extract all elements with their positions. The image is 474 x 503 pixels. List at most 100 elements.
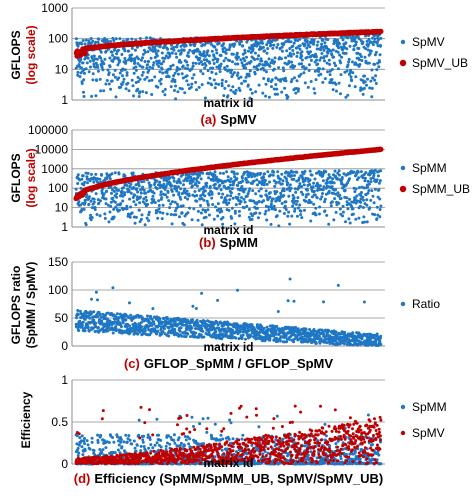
point-spmm (354, 217, 358, 221)
point-spmv (231, 73, 235, 77)
point-spmv (287, 59, 291, 63)
point-spmv (319, 56, 323, 60)
point-spmm (191, 184, 194, 188)
point-spmv (369, 79, 373, 83)
point-spmm (313, 193, 317, 197)
point-spmv (172, 74, 176, 78)
point-spmm (243, 187, 247, 191)
point-spmv (144, 91, 148, 95)
point-spmv (80, 42, 84, 46)
point-spmv (89, 65, 92, 69)
point-spmm (139, 217, 143, 221)
point-ratio (83, 329, 87, 333)
point-spmm (237, 192, 241, 196)
point-spmv (293, 39, 297, 42)
point-spmv (164, 54, 168, 58)
point-spmv (318, 58, 322, 62)
point-spmv (203, 66, 207, 70)
point-spmm (334, 188, 338, 192)
point-spmm (296, 206, 300, 210)
point-spmv (266, 77, 270, 81)
point-spmm (265, 218, 269, 222)
point-spmm (188, 172, 191, 176)
point-spmv (309, 50, 312, 54)
point-spmv (289, 54, 293, 58)
point-spmm (210, 196, 214, 200)
point-spmm (365, 203, 369, 207)
point-spmm (280, 182, 284, 186)
point-spmv (316, 62, 320, 66)
point-spmv (336, 38, 339, 42)
point-spmv (292, 52, 296, 56)
point-spmv (145, 66, 149, 70)
point-spmm (372, 171, 376, 175)
point-ratio (83, 317, 87, 321)
point-spmm (187, 194, 191, 198)
point-spmv (283, 76, 287, 80)
point-spmm (338, 207, 342, 211)
point-spmm (125, 184, 129, 187)
point-spmv (318, 67, 322, 71)
point-spmv (168, 54, 172, 58)
point-spmv (230, 68, 233, 72)
point-spmv (262, 68, 266, 72)
point-spmv (323, 59, 326, 63)
point-spmv (121, 74, 124, 78)
point-spmm (159, 190, 163, 194)
point-spmm (76, 173, 80, 177)
point-spmv (242, 63, 246, 67)
point-spmv (258, 62, 262, 66)
point-spmv (315, 58, 319, 62)
point-spmm (344, 220, 347, 224)
point-spmm (279, 177, 282, 181)
y-tick-label: 100000 (28, 123, 68, 137)
point-spmm (178, 215, 181, 219)
point-spmv (174, 84, 178, 88)
point-spmv (276, 92, 279, 96)
point-spmv (136, 75, 140, 79)
point-spmm (92, 197, 96, 201)
point-spmm (245, 204, 249, 208)
point-spmm (195, 184, 199, 188)
point-spmv (275, 45, 279, 49)
point-spmv (363, 74, 367, 78)
point-spmv (138, 77, 142, 81)
point-spmm (113, 200, 117, 204)
point-spmv (358, 63, 362, 66)
point-spmv (307, 63, 311, 67)
point-ratio (162, 327, 166, 331)
point-spmm (169, 213, 173, 216)
point-ratio (214, 330, 218, 334)
point-spmv (146, 50, 150, 54)
point-spmv (236, 62, 240, 66)
point-spmm (333, 169, 337, 173)
point-spmm (296, 196, 300, 200)
point-spmv (373, 53, 377, 57)
point-spmm (205, 184, 209, 188)
point-spmv (345, 69, 349, 73)
point-spmm (308, 183, 312, 186)
point-spmv (320, 52, 324, 55)
point-spmv (253, 51, 257, 55)
point-spmm (112, 215, 116, 219)
point-spmm (104, 197, 108, 201)
point-spmm (306, 192, 310, 196)
point-spmv (363, 55, 367, 59)
point-spmv (347, 60, 351, 64)
point-spmm (321, 192, 324, 195)
point-ratio (162, 316, 166, 320)
point-spmv (339, 61, 343, 65)
point-spmm (323, 197, 327, 201)
point-spmv (293, 64, 297, 68)
point-spmv (203, 96, 207, 100)
point-spmm (172, 176, 176, 180)
point-spmv (303, 81, 307, 85)
point-ratio (92, 310, 96, 314)
point-spmv (237, 76, 241, 80)
point-ratio (199, 324, 203, 328)
point-spmv (101, 68, 105, 72)
point-spmv (370, 86, 374, 90)
point-ratio (111, 331, 115, 335)
y-tick-label: 1 (61, 220, 68, 234)
point-spmv (199, 69, 203, 73)
